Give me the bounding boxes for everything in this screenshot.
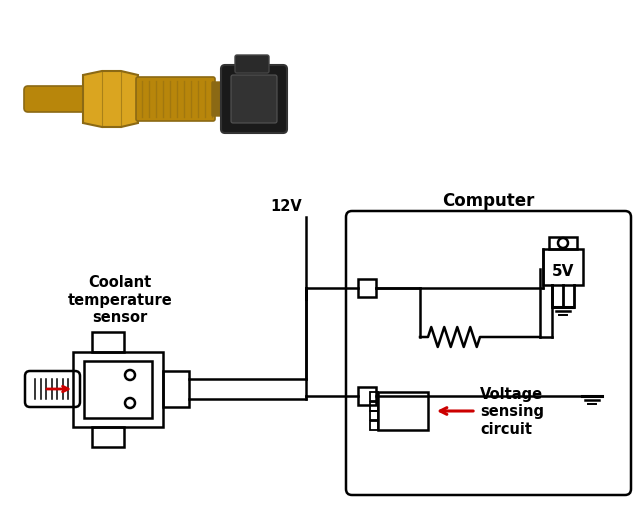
FancyBboxPatch shape (136, 78, 215, 122)
FancyBboxPatch shape (24, 87, 87, 113)
Bar (370, 421, 378, 430)
Text: Computer: Computer (442, 191, 534, 210)
Text: 5V: 5V (552, 264, 574, 279)
Bar (378, 392, 428, 430)
Polygon shape (83, 72, 138, 128)
Bar (370, 402, 378, 411)
Text: 12V: 12V (270, 199, 302, 214)
Bar (543, 249, 583, 286)
FancyBboxPatch shape (212, 83, 226, 117)
FancyBboxPatch shape (235, 56, 269, 74)
Bar (163, 371, 189, 407)
Bar (92, 427, 124, 447)
Bar (358, 387, 376, 405)
Bar (358, 279, 376, 297)
FancyBboxPatch shape (231, 76, 277, 124)
Bar (92, 332, 124, 352)
Bar (370, 392, 378, 402)
Bar (370, 411, 378, 420)
Bar (549, 238, 577, 249)
Text: Voltage
sensing
circuit: Voltage sensing circuit (480, 386, 544, 436)
FancyBboxPatch shape (221, 66, 287, 134)
Bar (73, 352, 163, 427)
Bar (84, 361, 152, 418)
Text: Coolant
temperature
sensor: Coolant temperature sensor (68, 275, 172, 324)
